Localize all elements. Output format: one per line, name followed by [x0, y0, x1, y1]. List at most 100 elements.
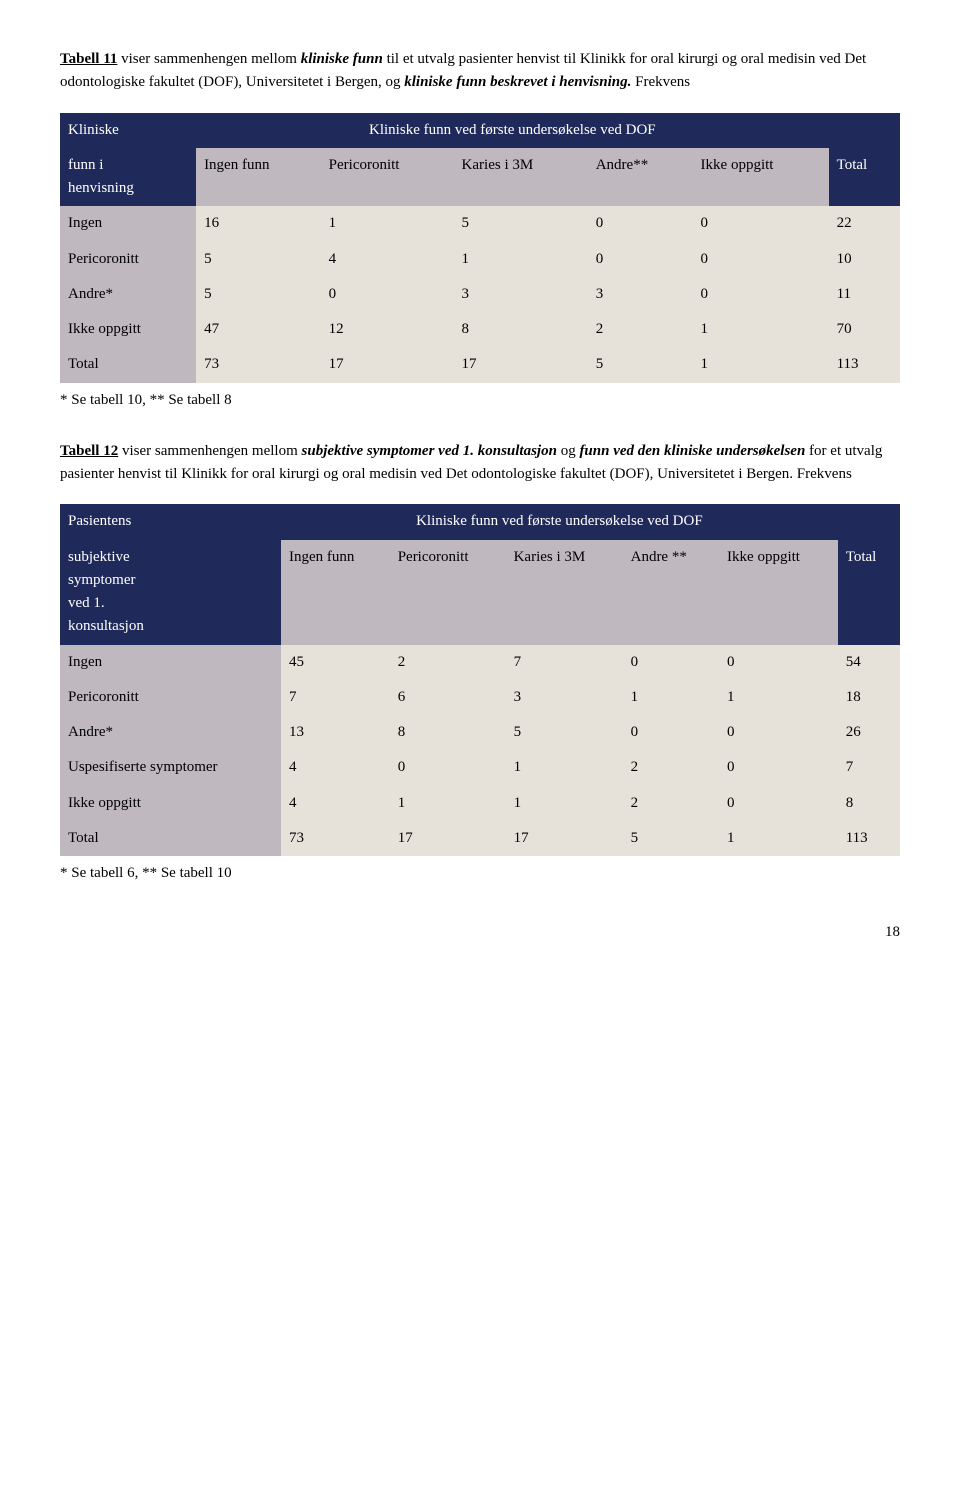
t1-hdr-span: Kliniske funn ved første undersøkelse ve…: [196, 113, 829, 148]
t1-hdr-left-l2: funn i henvisning: [60, 148, 196, 207]
t2-r3-label: Uspesifiserte symptomer: [60, 750, 281, 785]
t1-r2-c2: 3: [454, 277, 588, 312]
t1-hdr-left-l3-text: henvisning: [68, 180, 134, 196]
t1-r0-c4: 0: [693, 206, 829, 241]
t1-r3-label: Ikke oppgitt: [60, 312, 196, 347]
intro1-part1: viser sammenhengen mellom: [117, 51, 300, 67]
t2-r4-label: Ikke oppgitt: [60, 786, 281, 821]
t1-sub-0: Ingen funn: [196, 148, 321, 207]
t2-sub-0: Ingen funn: [281, 540, 390, 645]
t1-r1-c4: 0: [693, 242, 829, 277]
t1-hdr-right-empty: [829, 113, 900, 148]
t2-r3-c2: 1: [506, 750, 623, 785]
t2-hdr-left-l2-text: subjektive: [68, 549, 130, 565]
t2-r0-c0: 45: [281, 645, 390, 680]
t2-r1-c4: 1: [719, 680, 838, 715]
t2-sub-4: Ikke oppgitt: [719, 540, 838, 645]
t1-sub-3: Andre**: [588, 148, 693, 207]
t2-r2-c0: 13: [281, 715, 390, 750]
t1-r0-label: Ingen: [60, 206, 196, 241]
t1-r3-c0: 47: [196, 312, 321, 347]
intro1-italic1: kliniske funn: [301, 51, 383, 67]
t2-tot-c0: 73: [281, 821, 390, 856]
t1-tot-c1: 17: [321, 347, 454, 382]
intro2-part2: og: [557, 443, 580, 459]
t1-tot-c2: 17: [454, 347, 588, 382]
t1-r0-c0: 16: [196, 206, 321, 241]
t1-r3-c2: 8: [454, 312, 588, 347]
t2-r4-c3: 2: [623, 786, 719, 821]
t2-r4-total: 8: [838, 786, 900, 821]
table-row: Uspesifiserte symptomer 4 0 1 2 0 7: [60, 750, 900, 785]
table-11: Kliniske Kliniske funn ved første unders…: [60, 113, 900, 383]
t2-r0-c2: 7: [506, 645, 623, 680]
t1-r1-total: 10: [829, 242, 900, 277]
t1-sub-1: Pericoronitt: [321, 148, 454, 207]
t1-grand-total: 113: [829, 347, 900, 382]
t1-hdr-left-l1: Kliniske: [60, 113, 196, 148]
table-row: Andre* 13 8 5 0 0 26: [60, 715, 900, 750]
t2-sub-3: Andre **: [623, 540, 719, 645]
t1-r1-c1: 4: [321, 242, 454, 277]
tabell-11-label: Tabell 11: [60, 51, 117, 67]
intro2-italic1: subjektive symptomer ved 1. konsultasjon: [302, 443, 557, 459]
intro-paragraph-1: Tabell 11 viser sammenhengen mellom klin…: [60, 48, 900, 95]
t2-sub-5: Total: [838, 540, 900, 645]
t1-r2-c3: 3: [588, 277, 693, 312]
t2-hdr-right-empty: [838, 504, 900, 539]
t2-r1-c1: 6: [390, 680, 506, 715]
t1-r3-total: 70: [829, 312, 900, 347]
t1-r2-c4: 0: [693, 277, 829, 312]
t1-r1-c2: 1: [454, 242, 588, 277]
table-row: Ingen 16 1 5 0 0 22: [60, 206, 900, 241]
t1-r2-c0: 5: [196, 277, 321, 312]
t2-sub-1: Pericoronitt: [390, 540, 506, 645]
t1-r1-c0: 5: [196, 242, 321, 277]
intro2-italic2: funn ved den kliniske undersøkelsen: [579, 443, 805, 459]
t2-r0-c3: 0: [623, 645, 719, 680]
t2-r3-total: 7: [838, 750, 900, 785]
t1-r2-label: Andre*: [60, 277, 196, 312]
t2-total-label: Total: [60, 821, 281, 856]
table-12: Pasientens Kliniske funn ved første unde…: [60, 504, 900, 856]
t2-r4-c4: 0: [719, 786, 838, 821]
t2-grand-total: 113: [838, 821, 900, 856]
t2-r2-total: 26: [838, 715, 900, 750]
t2-r4-c2: 1: [506, 786, 623, 821]
t2-r0-c4: 0: [719, 645, 838, 680]
t2-r2-c1: 8: [390, 715, 506, 750]
intro1-part3: Frekvens: [631, 74, 690, 90]
t1-r2-c1: 0: [321, 277, 454, 312]
t2-r4-c1: 1: [390, 786, 506, 821]
page-number: 18: [60, 921, 900, 944]
t2-r1-c0: 7: [281, 680, 390, 715]
t1-r3-c3: 2: [588, 312, 693, 347]
t2-tot-c2: 17: [506, 821, 623, 856]
table-row: Pericoronitt 7 6 3 1 1 18: [60, 680, 900, 715]
t1-tot-c4: 1: [693, 347, 829, 382]
t1-tot-c0: 73: [196, 347, 321, 382]
t2-r2-c2: 5: [506, 715, 623, 750]
t2-hdr-left-l4-text: ved 1.: [68, 595, 105, 611]
table-total-row: Total 73 17 17 5 1 113: [60, 347, 900, 382]
t1-sub-5: Total: [829, 148, 900, 207]
t2-sub-2: Karies i 3M: [506, 540, 623, 645]
t2-r0-label: Ingen: [60, 645, 281, 680]
tabell-12-label: Tabell 12: [60, 443, 118, 459]
t2-r1-label: Pericoronitt: [60, 680, 281, 715]
t2-hdr-left-l5-text: konsultasjon: [68, 618, 144, 634]
t1-r2-total: 11: [829, 277, 900, 312]
t2-r3-c0: 4: [281, 750, 390, 785]
table-row: Ingen 45 2 7 0 0 54: [60, 645, 900, 680]
t1-hdr-left-l2-text: funn i: [68, 157, 103, 173]
table-row: Pericoronitt 5 4 1 0 0 10: [60, 242, 900, 277]
t2-r2-c3: 0: [623, 715, 719, 750]
t1-r1-label: Pericoronitt: [60, 242, 196, 277]
t2-r0-total: 54: [838, 645, 900, 680]
t2-hdr-left-l3-text: symptomer: [68, 572, 136, 588]
intro-paragraph-2: Tabell 12 viser sammenhengen mellom subj…: [60, 440, 900, 487]
t1-sub-4: Ikke oppgitt: [693, 148, 829, 207]
t2-hdr-left-l1: Pasientens: [60, 504, 281, 539]
t2-r1-c3: 1: [623, 680, 719, 715]
t2-r1-total: 18: [838, 680, 900, 715]
